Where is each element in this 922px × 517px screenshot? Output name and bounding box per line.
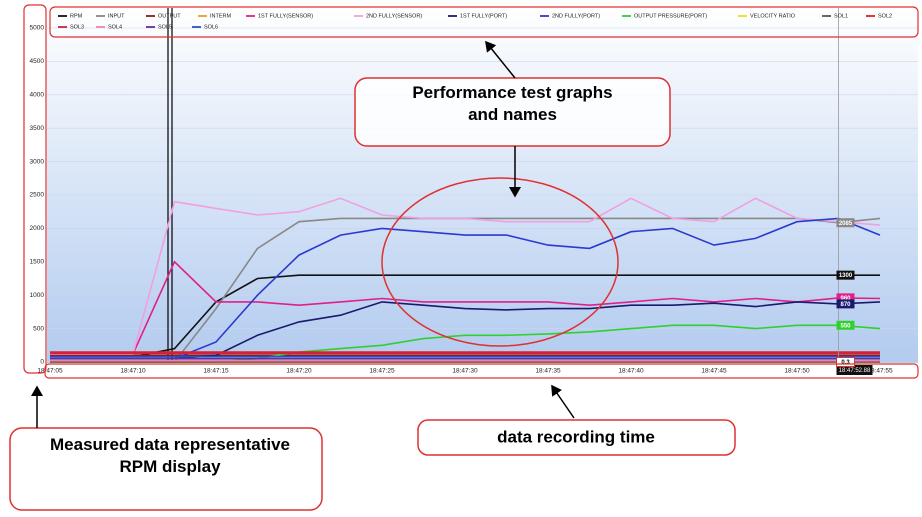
y-tick-label: 1500 xyxy=(30,259,45,266)
value-label-box xyxy=(836,270,855,280)
legend-label: SOL2 xyxy=(878,13,892,19)
series-line xyxy=(50,301,881,360)
y-tick-label: 5000 xyxy=(30,25,45,32)
value-label: 1300 xyxy=(839,273,853,279)
highlight-box xyxy=(49,6,919,38)
y-tick-label: 500 xyxy=(33,325,44,332)
value-label: 0.3 xyxy=(841,360,850,366)
y-tick-label: 4500 xyxy=(30,58,45,65)
cursor-label-box xyxy=(836,365,873,375)
x-tick-label: 18:47:20 xyxy=(286,368,312,375)
legend-label: INTERM xyxy=(210,13,232,19)
x-tick-label: 18:47:55 xyxy=(867,368,893,375)
callout-text: data recording time xyxy=(497,427,655,446)
y-tick-label: 3000 xyxy=(30,158,45,165)
legend-label: SOL5 xyxy=(158,24,172,30)
legend-label: 2ND FULLY(PORT) xyxy=(552,13,600,19)
callout: Measured data representative RPM display xyxy=(50,435,290,476)
series-line xyxy=(50,274,880,358)
series-line xyxy=(50,260,881,355)
value-label: 960 xyxy=(840,296,851,302)
callout-box xyxy=(9,427,323,511)
highlight-box xyxy=(44,363,919,379)
legend-label: INPUT xyxy=(108,13,125,19)
value-label-box xyxy=(836,356,855,367)
x-tick-label: 18:47:40 xyxy=(618,368,644,375)
value-label-box xyxy=(836,299,855,309)
x-tick-label: 18:47:50 xyxy=(784,368,810,375)
legend-label: VELOCITY RATIO xyxy=(750,13,796,19)
y-tick-label: 3500 xyxy=(30,125,45,132)
legend-label: OUTPUT PRESSURE(PORT) xyxy=(634,13,707,19)
x-tick-label: 18:47:35 xyxy=(535,368,561,375)
cursor-label: 18:47:52.88 xyxy=(839,368,871,374)
x-tick-label: 18:47:15 xyxy=(203,368,229,375)
y-tick-label: 2500 xyxy=(30,192,45,199)
y-tick-label: 4000 xyxy=(30,92,45,99)
legend-label: SOL6 xyxy=(204,24,218,30)
arrow xyxy=(551,384,575,419)
value-label: 2085 xyxy=(839,221,853,227)
callout-box xyxy=(354,77,671,147)
highlight-ellipse xyxy=(381,177,619,347)
y-tick-label: 0 xyxy=(40,359,44,366)
highlight-box xyxy=(23,4,47,374)
legend-label: SOL4 xyxy=(108,24,122,30)
legend-label: OUTPUT xyxy=(158,13,181,19)
arrow xyxy=(485,40,516,79)
value-label: 870 xyxy=(840,302,851,308)
legend-label: SOL3 xyxy=(70,24,84,30)
x-tick-label: 18:47:05 xyxy=(37,368,63,375)
x-tick-label: 18:47:25 xyxy=(369,368,395,375)
x-tick-label: 18:47:10 xyxy=(120,368,146,375)
value-label-box xyxy=(836,293,855,303)
y-tick-label: 1000 xyxy=(30,292,45,299)
callout: Performance test graphs and names xyxy=(412,83,613,124)
callout-text: Measured data representative RPM display xyxy=(50,435,290,476)
value-label-box xyxy=(836,320,855,330)
legend-label: SOL1 xyxy=(834,13,848,19)
callout-box xyxy=(417,419,736,456)
x-tick-label: 18:47:45 xyxy=(701,368,727,375)
legend-label: 1ST FULLY(SENSOR) xyxy=(258,13,313,19)
legend-label: 2ND FULLY(SENSOR) xyxy=(366,13,422,19)
legend-label: RPM xyxy=(70,13,83,19)
series-line xyxy=(50,197,881,355)
value-label: 550 xyxy=(840,323,851,329)
callout-text: Performance test graphs and names xyxy=(412,83,613,124)
legend-label: 1ST FULLY(PORT) xyxy=(460,13,507,19)
x-tick-label: 18:47:30 xyxy=(452,368,478,375)
y-tick-label: 2000 xyxy=(30,225,45,232)
value-label-box xyxy=(836,218,855,228)
